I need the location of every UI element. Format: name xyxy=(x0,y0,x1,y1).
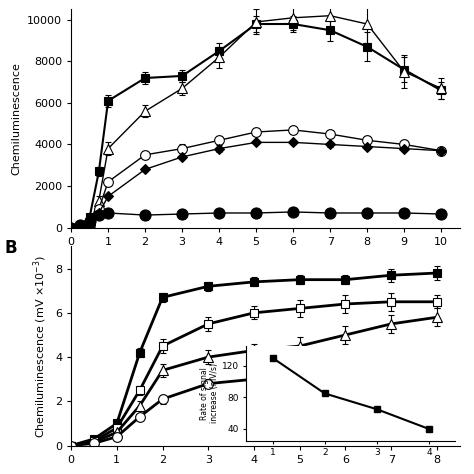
Y-axis label: Rate of signal
increase (mV/s): Rate of signal increase (mV/s) xyxy=(200,364,219,423)
Y-axis label: Chemiluminescence (mV $\mathregular{\times10^{-3}}$): Chemiluminescence (mV $\mathregular{\tim… xyxy=(32,255,49,438)
Text: B: B xyxy=(5,239,18,257)
Y-axis label: Chemiluminescence: Chemiluminescence xyxy=(11,62,21,175)
X-axis label: Time (Minutes): Time (Minutes) xyxy=(212,252,319,265)
